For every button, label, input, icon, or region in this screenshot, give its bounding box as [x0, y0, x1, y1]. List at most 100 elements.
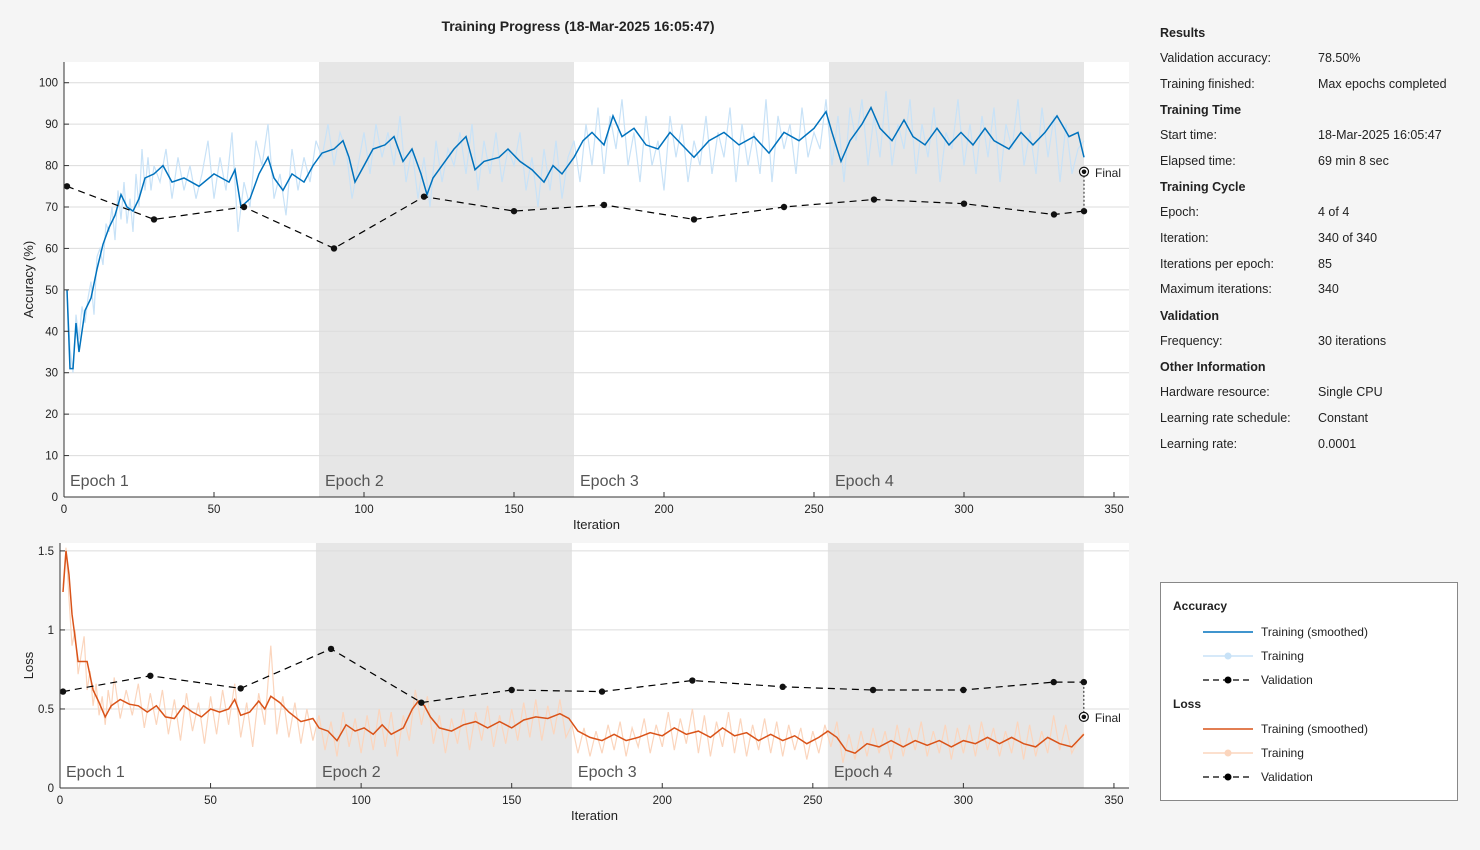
loss-validation-point: [1050, 678, 1057, 686]
loss-y-tick-label: 1: [48, 625, 54, 637]
info-row: Iterations per epoch: 85: [1160, 252, 1470, 278]
loss-validation-point: [689, 677, 696, 684]
accuracy-final-marker-dot: [1081, 169, 1087, 175]
accuracy-validation-point: [600, 201, 608, 209]
loss-y-tick-label: 1.5: [38, 546, 54, 558]
info-key: Validation accuracy:: [1160, 51, 1271, 65]
accuracy-y-tick-label: 60: [45, 243, 58, 255]
info-row: Start time: 18-Mar-2025 16:05:47: [1160, 123, 1470, 149]
accuracy-validation-point: [960, 200, 968, 207]
accuracy-x-tick-label: 300: [954, 504, 973, 516]
info-key: Maximum iterations:: [1160, 282, 1272, 297]
info-row: Training finished: Max epochs completed: [1160, 72, 1470, 98]
loss-epoch-label: Epoch 4: [834, 764, 893, 781]
loss-validation-point: [598, 688, 606, 695]
accuracy-validation-point: [510, 207, 518, 215]
info-section-title: Other Information: [1160, 360, 1266, 375]
chart-title: Training Progress (18-Mar-2025 16:05:47): [441, 18, 714, 34]
accuracy-plot: Epoch 1 Epoch 2 Epoch 3 Epoch 4 Final 0 10 20 30…: [21, 62, 1129, 532]
loss-epoch-label: Epoch 3: [578, 764, 637, 781]
info-key: Learning rate:: [1160, 436, 1238, 451]
legend-acc-training: Training: [1201, 648, 1451, 664]
accuracy-x-tick-label: 150: [504, 504, 523, 516]
info-section-title: Training Time: [1160, 103, 1242, 118]
accuracy-validation-point: [870, 196, 878, 203]
accuracy-epoch-band: [829, 62, 1084, 497]
accuracy-y-tick-label: 40: [45, 326, 58, 338]
accuracy-y-tick-label: 70: [45, 202, 58, 214]
info-section-title: Results: [1160, 26, 1206, 40]
accuracy-y-tick-label: 20: [45, 409, 58, 421]
loss-final-marker-dot: [1081, 714, 1087, 720]
info-value: 69 min 8 sec: [1318, 153, 1389, 168]
info-key: Elapsed time:: [1160, 153, 1236, 168]
accuracy-validation-point: [1080, 207, 1088, 215]
legend-acc-smoothed: Training (smoothed): [1201, 624, 1451, 640]
loss-series-smoothed: [62, 550, 1085, 755]
accuracy-final-label: Final: [1095, 166, 1121, 180]
loss-validation-point: [869, 686, 877, 694]
info-value: 340 of 340: [1318, 230, 1378, 245]
legend-loss-validation: Validation: [1201, 769, 1451, 785]
loss-x-tick-label: 300: [954, 795, 973, 807]
info-key: Hardware resource:: [1160, 385, 1270, 400]
loss-x-tick-label: 200: [653, 795, 672, 807]
accuracy-x-tick-label: 100: [354, 504, 373, 516]
legend-loss-smoothed-label: Training (smoothed): [1261, 722, 1368, 736]
info-value: 18-Mar-2025 16:05:47: [1318, 128, 1442, 143]
accuracy-y-tick-label: 0: [52, 492, 58, 504]
info-row: Learning rate schedule: Constant: [1160, 406, 1470, 432]
accuracy-x-axis-label: Iteration: [573, 517, 620, 532]
info-value: 340: [1318, 282, 1339, 297]
loss-epoch-band: [827, 543, 1084, 788]
info-value: 4 of 4: [1318, 205, 1350, 220]
training-charts: Training Progress (18-Mar-2025 16:05:47)…: [21, 18, 1129, 823]
legend: Accuracy Training (smoothed) Training Va…: [1160, 582, 1458, 801]
loss-epoch-label: Epoch 2: [322, 764, 381, 781]
loss-validation-point: [1080, 678, 1088, 686]
info-key: Learning rate schedule:: [1160, 410, 1291, 425]
info-value: 30 iterations: [1318, 333, 1387, 348]
info-key: Frequency:: [1160, 333, 1223, 348]
legend-acc-validation: Validation: [1201, 672, 1451, 688]
legend-loss-training: Training: [1201, 745, 1451, 761]
info-row: Maximum iterations: 340: [1160, 277, 1470, 303]
loss-x-axis-label: Iteration: [571, 808, 618, 823]
loss-final-label: Final: [1095, 711, 1121, 725]
info-value: 0.0001: [1318, 436, 1357, 451]
accuracy-series-training: [66, 90, 1085, 373]
info-section-title: Validation: [1160, 308, 1220, 323]
accuracy-validation-point: [1050, 211, 1058, 218]
loss-x-tick-label: 50: [204, 795, 217, 807]
accuracy-y-tick-label: 30: [45, 368, 58, 380]
loss-y-tick-label: 0: [48, 783, 54, 795]
loss-x-tick-label: 0: [57, 795, 63, 807]
accuracy-validation-point: [240, 203, 248, 211]
loss-validation-point: [418, 699, 425, 706]
accuracy-epoch-label: Epoch 1: [70, 473, 129, 490]
accuracy-validation-point: [420, 193, 428, 200]
accuracy-epoch-label: Epoch 4: [835, 473, 894, 490]
legend-loss-smoothed: Training (smoothed): [1201, 721, 1451, 737]
loss-epoch-label: Epoch 1: [66, 764, 125, 781]
legend-acc-smoothed-label: Training (smoothed): [1261, 625, 1368, 639]
accuracy-y-tick-label: 80: [45, 161, 58, 173]
info-key: Iterations per epoch:: [1160, 256, 1274, 271]
legend-acc-validation-label: Validation: [1261, 673, 1313, 687]
accuracy-x-tick-label: 350: [1104, 504, 1123, 516]
info-value: 85: [1318, 256, 1332, 271]
loss-validation-point: [327, 645, 335, 653]
accuracy-validation-point: [780, 203, 788, 211]
loss-validation-point: [779, 683, 786, 691]
legend-accuracy-title: Accuracy: [1173, 599, 1228, 613]
legend-acc-training-label: Training: [1261, 649, 1304, 663]
legend-loss-training-label: Training: [1261, 746, 1304, 760]
accuracy-x-tick-label: 250: [804, 504, 823, 516]
info-value: Max epochs completed: [1318, 76, 1447, 91]
info-value: Constant: [1318, 410, 1369, 425]
accuracy-x-tick-label: 200: [654, 504, 673, 516]
accuracy-validation-point: [690, 216, 698, 223]
accuracy-x-tick-label: 50: [208, 504, 221, 516]
loss-x-tick-label: 150: [502, 795, 521, 807]
loss-validation-point: [59, 688, 67, 695]
